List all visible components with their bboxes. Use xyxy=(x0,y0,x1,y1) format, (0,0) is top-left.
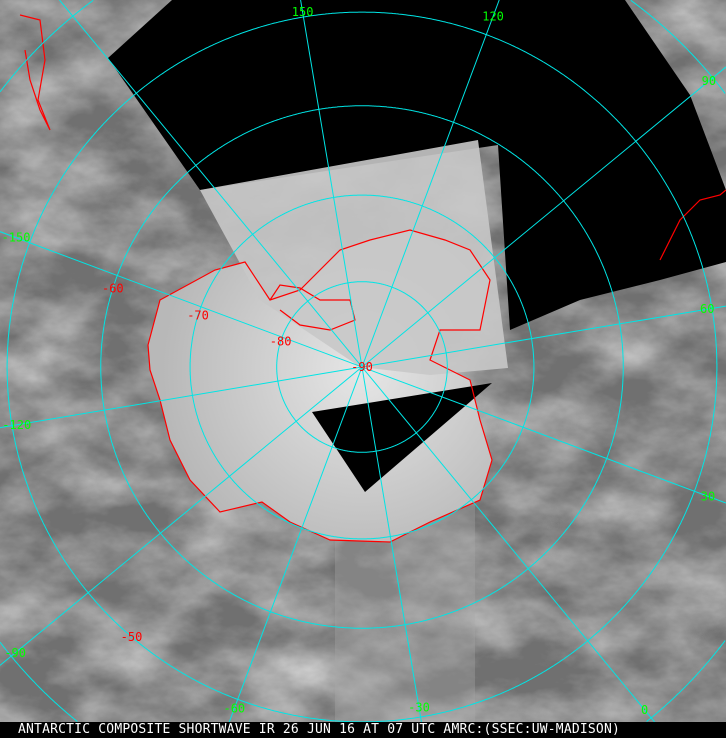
latitude-label: -90 xyxy=(351,360,373,374)
antarctica-coastline xyxy=(147,229,493,543)
longitude-label: 90 xyxy=(702,74,716,88)
latitude-label: -60 xyxy=(102,281,124,295)
longitude-line xyxy=(0,366,362,429)
latitude-label: -70 xyxy=(187,308,209,322)
longitude-label: 150 xyxy=(292,5,314,19)
new-zealand-coastline xyxy=(19,14,51,131)
map-canvas: 150 120 90 60 30 0 -30 -60 -90 -120 -150 -90 -80 -70 -… xyxy=(0,0,726,722)
latitude-label: -80 xyxy=(270,334,292,348)
graticule-labels: 150 120 90 60 30 0 -30 -60 -90 -120 -150 -90 -80 -70 -… xyxy=(2,5,717,717)
latitude-label: -50 xyxy=(121,630,143,644)
longitude-line xyxy=(361,0,500,367)
ross-ice-shelf-coastline xyxy=(269,284,356,331)
no-data-wedge xyxy=(312,383,492,492)
longitude-line xyxy=(0,231,362,368)
longitude-label: -30 xyxy=(408,701,430,715)
longitude-line xyxy=(362,305,726,368)
latitude-circle xyxy=(189,194,535,540)
latitude-circle xyxy=(100,105,624,629)
longitude-label: 120 xyxy=(482,9,504,23)
longitude-line xyxy=(0,367,362,666)
latitude-circle xyxy=(0,0,726,722)
longitude-line xyxy=(362,367,656,722)
longitude-label: 30 xyxy=(701,489,715,503)
australia-coastline xyxy=(659,189,726,261)
latitude-circle xyxy=(6,11,718,722)
longitude-label: -90 xyxy=(4,646,26,660)
latitude-circle xyxy=(276,281,448,453)
longitude-label: 0 xyxy=(641,703,648,717)
longitude-label: 60 xyxy=(700,302,714,316)
longitude-line xyxy=(362,366,726,504)
longitude-label: -60 xyxy=(223,701,245,715)
longitude-line xyxy=(362,66,726,367)
image-caption: ANTARCTIC COMPOSITE SHORTWAVE IR 26 JUN … xyxy=(0,722,726,738)
longitude-line xyxy=(361,367,422,722)
no-data-region-top xyxy=(108,0,726,330)
longitude-line xyxy=(59,0,362,367)
longitude-label: -150 xyxy=(2,231,31,245)
graticule xyxy=(0,0,726,722)
longitude-line xyxy=(228,367,363,722)
longitude-label: -120 xyxy=(2,418,31,432)
longitude-line xyxy=(300,0,363,367)
